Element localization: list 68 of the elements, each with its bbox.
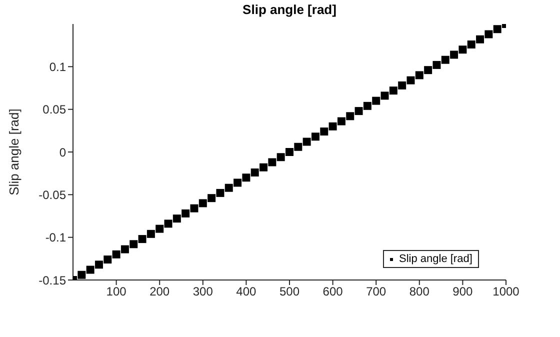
point [260,163,268,172]
x-tick-label: 900 [452,284,474,299]
point [104,256,112,264]
point [328,122,337,130]
point [190,204,198,212]
point [484,30,493,38]
point [224,184,233,192]
point [234,178,242,187]
point [441,56,450,64]
point [112,250,120,258]
point [268,158,276,166]
point [138,235,146,244]
point [450,50,458,59]
point [286,148,294,156]
y-tick-label: 0.1 [49,60,66,74]
point [156,224,164,233]
y-tick-label: -0.15 [38,273,66,288]
y-tick-label: -0.1 [45,230,66,245]
point [208,194,216,202]
point [146,230,155,238]
point [398,81,406,90]
point [354,107,363,116]
x-tick-label: 800 [409,284,430,299]
point [164,220,172,228]
point [172,214,181,223]
point [320,128,328,136]
point [198,199,207,208]
x-tick-label: 400 [236,284,257,299]
point [78,270,86,279]
point [406,76,415,84]
x-tick-label: 1000 [492,284,520,299]
point [493,25,502,34]
point [294,142,302,151]
legend-label: Slip angle [rad] [399,253,472,265]
y-tick-label: 0 [59,145,66,160]
chart-title: Slip angle [rad] [242,2,338,17]
point [476,35,484,44]
y-tick-label: -0.05 [38,188,66,202]
point [389,86,398,95]
point [182,209,190,218]
point [363,102,372,110]
point [458,46,467,54]
point [424,66,432,74]
point [276,153,285,162]
y-axis-title: Slip angle [rad] [6,108,22,196]
point [372,96,380,105]
point [346,112,354,120]
y-tick-label: 0.05 [42,102,66,117]
point [250,168,259,176]
point [467,40,476,48]
x-tick-label: 600 [322,284,344,299]
point [302,138,311,146]
x-tick-label: 300 [192,284,214,299]
point [242,174,250,182]
point [94,260,103,269]
point [311,132,320,141]
point [86,266,94,274]
x-tick-label: 100 [106,284,127,299]
x-tick-label: 700 [366,284,386,299]
point [130,240,138,248]
point [432,60,441,69]
point [337,117,346,126]
point [216,188,224,197]
point [120,245,129,254]
x-tick-label: 200 [150,284,170,299]
point [415,71,424,80]
point [380,92,389,100]
x-tick-label: 500 [279,284,300,299]
